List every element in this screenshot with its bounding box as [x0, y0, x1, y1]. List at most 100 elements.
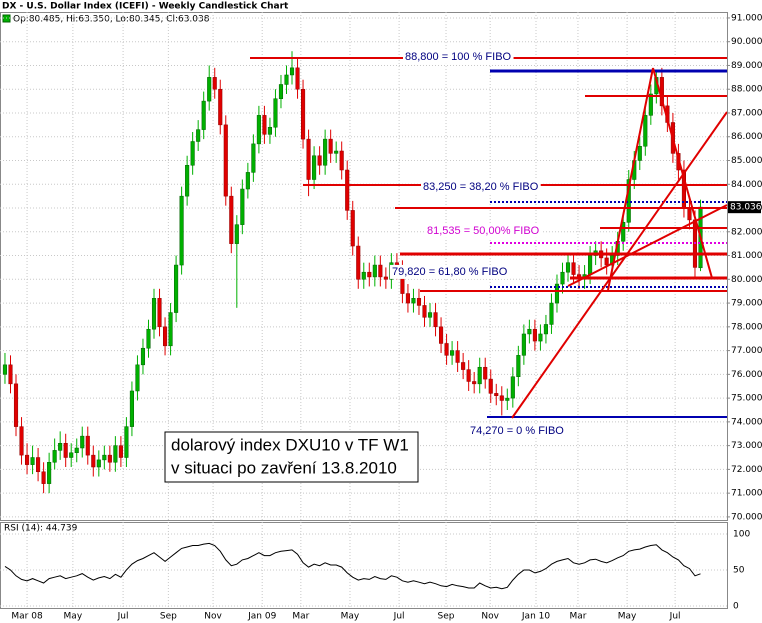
candle-body	[2, 364, 8, 375]
candle-body	[444, 343, 449, 356]
candle-body	[648, 93, 653, 116]
y-tick-label: 87.000	[731, 108, 762, 118]
x-tick-label: Nov	[481, 612, 499, 622]
candle-body	[554, 283, 560, 304]
candle-body	[284, 74, 289, 85]
x-tick-label: Mar	[292, 612, 309, 622]
candle-body	[361, 271, 366, 280]
candle-body	[240, 188, 245, 225]
y-tick-label: 70.000	[731, 512, 762, 522]
candle-body	[124, 426, 129, 458]
candle-body	[367, 271, 372, 278]
rsi-tick-label: 100	[733, 530, 750, 540]
y-tick-label: 91.000	[731, 13, 762, 23]
candle-body	[328, 138, 333, 154]
candle-body	[24, 454, 30, 465]
candle-body	[140, 347, 146, 366]
candle-body	[643, 115, 648, 147]
candle-body	[323, 138, 328, 166]
rsi-tick-label: 0	[733, 601, 739, 611]
candle-body	[289, 67, 295, 76]
candle-body	[306, 138, 311, 180]
trend-line	[511, 111, 728, 419]
candle-body	[405, 293, 410, 304]
drawings	[250, 57, 728, 419]
candle-body	[488, 378, 493, 394]
candle-body	[146, 328, 151, 349]
price-panel	[0, 12, 728, 521]
y-tick-label: 74.000	[731, 417, 762, 427]
x-tick-label: May	[341, 612, 360, 622]
candle-body	[339, 150, 344, 171]
y-tick-label: 75.000	[731, 394, 762, 404]
candle-body	[538, 333, 543, 342]
candle-body	[516, 355, 521, 377]
candle-body	[455, 350, 460, 363]
candle-body	[565, 262, 571, 273]
candle-body	[372, 264, 377, 278]
chart-title: DX - U.S. Dollar Index (ICEFI) - Weekly …	[2, 2, 289, 12]
candle-body	[91, 454, 96, 468]
candle-body	[74, 447, 79, 454]
trend-line	[607, 67, 654, 291]
x-tick-label: May	[618, 612, 637, 622]
candle-body	[58, 443, 63, 451]
candle-body	[196, 129, 201, 142]
candle-body	[163, 326, 168, 347]
candle-body	[273, 98, 278, 128]
candle-body	[157, 298, 162, 328]
x-tick-label: Sep	[160, 612, 177, 622]
note-text: dolarový index DXU10 v TF W1	[171, 435, 409, 454]
note-box	[164, 431, 419, 483]
candle-body	[472, 381, 477, 385]
candle-body	[317, 155, 322, 166]
candle-body	[543, 324, 548, 335]
fibo-label: 79,820 = 61,80 % FIBO	[392, 266, 508, 278]
label-background	[403, 49, 514, 64]
label-background	[421, 179, 541, 194]
y-tick-label: 77.000	[731, 346, 762, 356]
candle-body	[201, 100, 206, 130]
candle-body	[433, 312, 438, 328]
candle-body	[41, 471, 46, 484]
candle-body	[439, 326, 444, 344]
x-tick-label: Jul	[393, 612, 405, 622]
candle-body	[411, 298, 416, 304]
candle-body	[477, 366, 482, 385]
candle-body	[30, 457, 35, 465]
candle-body	[278, 84, 284, 99]
candle-body	[427, 312, 433, 318]
fibo-label: 74,270 = 0 % FIBO	[470, 425, 564, 437]
candle-body	[356, 245, 361, 280]
candle-body	[129, 390, 134, 427]
candle-body	[532, 328, 537, 342]
candle-body	[118, 445, 123, 458]
candle-body	[85, 435, 90, 456]
y-tick-label: 78.000	[731, 322, 762, 332]
y-tick-label: 81.000	[731, 251, 762, 261]
candle-body	[102, 454, 107, 461]
rsi-panel	[0, 522, 728, 609]
x-tick-label: Mar	[569, 612, 586, 622]
candle-body	[190, 141, 195, 166]
candle-body	[8, 364, 13, 385]
candle-body	[212, 77, 217, 90]
last-price-box	[728, 201, 761, 214]
candle-body	[571, 262, 576, 275]
candle-body	[207, 77, 212, 102]
ohlc-label: Op:80.485, Hi:63.350, Lo:80.345, Cl:63.0…	[13, 15, 210, 25]
candle-body	[521, 333, 526, 356]
x-tick-label: Jul	[117, 612, 129, 622]
candle-body	[135, 364, 140, 392]
fibo-label: 81,535 = 50,00% FIBO	[427, 225, 540, 237]
candle-body	[588, 255, 593, 275]
candle-body	[245, 172, 250, 190]
candle-body	[251, 143, 256, 173]
y-tick-label: 76.000	[731, 370, 762, 380]
x-tick-label: Jan 09	[247, 612, 276, 622]
trend-line	[652, 67, 713, 279]
note-text: v situaci po zavření 13.8.2010	[171, 458, 397, 477]
x-tick-label: Jan 10	[521, 612, 550, 622]
candle-body	[687, 207, 692, 221]
